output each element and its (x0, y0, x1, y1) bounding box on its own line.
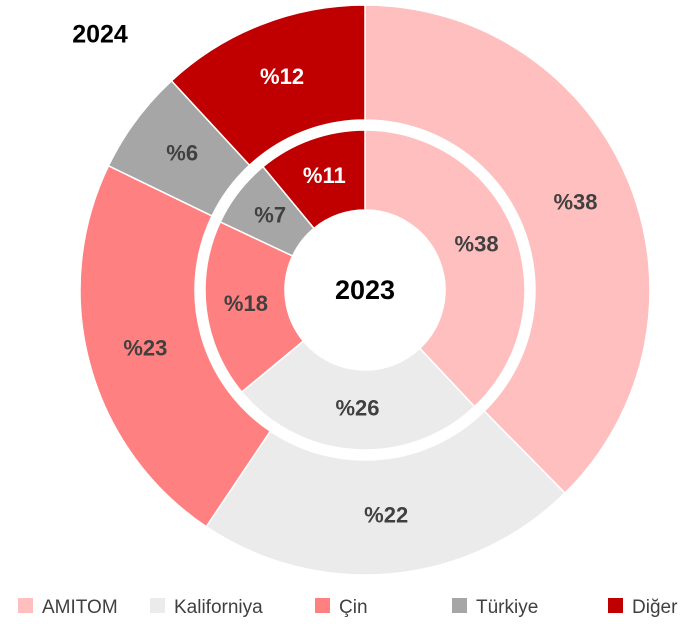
inner-ring-title: 2023 (335, 275, 395, 305)
legend-swatch (315, 598, 330, 613)
data-label: %12 (260, 64, 304, 89)
donut-slice (79, 164, 272, 528)
donut-slice (261, 129, 366, 230)
legend-swatch (150, 598, 165, 613)
donut-slice (364, 4, 651, 495)
data-label: %18 (224, 291, 268, 316)
data-label: %26 (335, 396, 379, 421)
legend-label: Diğer (632, 597, 678, 618)
legend-swatch (18, 598, 33, 613)
donut-slice (204, 220, 305, 394)
outer-ring-title: 2024 (72, 21, 128, 49)
donut-slice (364, 129, 526, 408)
legend-label: Kaliforniya (174, 597, 263, 618)
data-label: %22 (364, 502, 408, 527)
legend-label: Türkiye (476, 597, 538, 618)
legend-swatch (452, 598, 467, 613)
ring-gap (196, 121, 534, 459)
donut-slice (240, 339, 476, 451)
data-label: %38 (455, 232, 499, 257)
legend-swatch (608, 598, 623, 613)
data-label: %7 (254, 202, 286, 227)
data-label: %11 (303, 163, 346, 188)
donut-slice (205, 410, 567, 576)
data-label: %38 (553, 190, 597, 215)
data-label: %23 (123, 335, 167, 360)
legend-label: AMITOM (42, 597, 118, 618)
donut-slice (170, 4, 366, 167)
legend-label: Çin (339, 597, 368, 618)
data-label: %6 (166, 140, 198, 165)
